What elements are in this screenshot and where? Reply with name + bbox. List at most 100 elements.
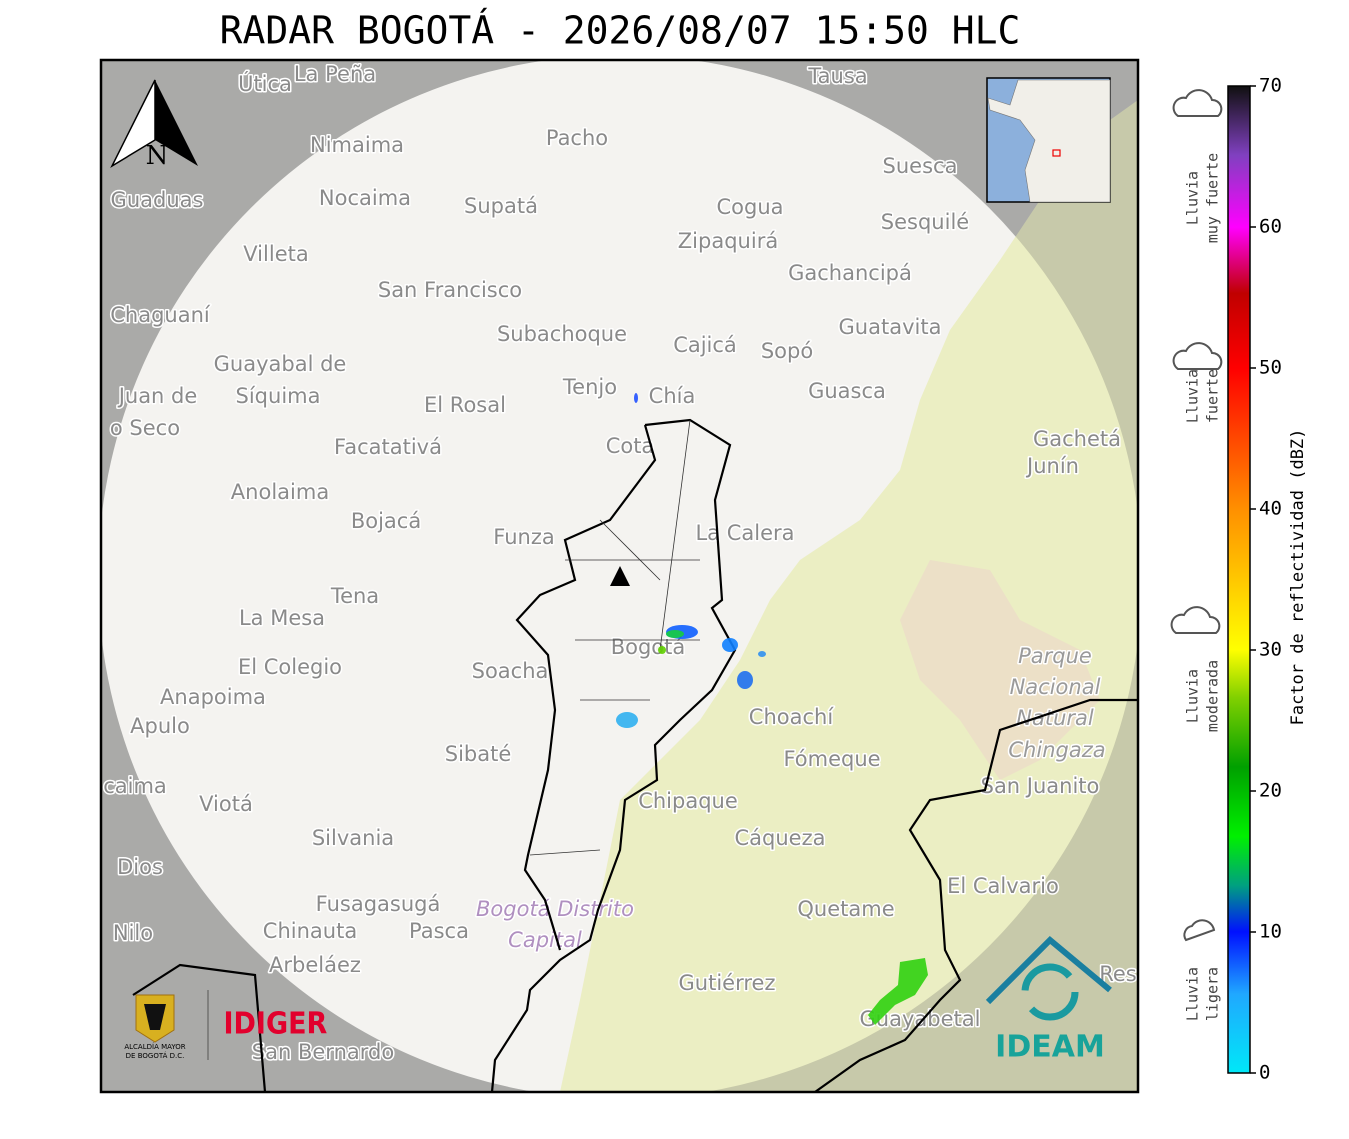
place-label: Tena (330, 584, 379, 608)
place-label: Chinauta (263, 919, 357, 943)
place-label: Sibaté (445, 742, 512, 766)
place-label: La Peña (294, 62, 376, 86)
place-label: Sopó (761, 339, 813, 363)
place-label: Dios (117, 855, 163, 879)
shield-eagle (144, 1004, 166, 1030)
place-label: Soacha (472, 659, 549, 683)
echo (722, 638, 738, 652)
place-label: Guatavita (839, 315, 942, 339)
place-label: Gachetá (1033, 427, 1121, 451)
colorbar-tick-label: 50 (1259, 357, 1282, 379)
place-label: Guasca (808, 379, 886, 403)
cloud-icon (1172, 89, 1223, 117)
place-label: Síquima (236, 384, 321, 408)
place-label: Cajicá (673, 333, 737, 357)
localities (529, 419, 700, 856)
rain-icons (1170, 89, 1223, 942)
rain-label: ligera (1204, 967, 1222, 1021)
place-label: Nocaima (319, 186, 411, 210)
place-label: Nilo (113, 921, 153, 945)
place-label: Villeta (243, 242, 308, 266)
place-label: San Juanito (981, 774, 1100, 798)
place-label: Bogotá Distrito (476, 897, 634, 921)
place-label: Parque (1018, 644, 1092, 668)
place-label: Cogua (716, 195, 783, 219)
echo (658, 646, 666, 654)
place-label: Pasca (409, 919, 469, 943)
place-label: Capital (508, 928, 582, 952)
department-boundary (132, 698, 1138, 1092)
echo (634, 393, 638, 403)
place-label: Supatá (464, 194, 538, 218)
place-label: Quetame (797, 897, 894, 921)
place-label: Fómeque (783, 747, 880, 771)
place-label: Guaduas (111, 188, 204, 212)
colorbar-tick-label: 20 (1259, 780, 1282, 802)
logos: ALCALDÍA MAYOR DE BOGOTÁ D.C. IDIGER IDE… (124, 935, 1112, 1065)
place-label: Facatativá (334, 435, 442, 459)
place-label: Nimaima (310, 133, 404, 157)
place-label: Pacho (546, 126, 608, 150)
alcaldia-text: ALCALDÍA MAYOR (124, 1042, 185, 1051)
colorbar-tick-label: 0 (1259, 1062, 1270, 1084)
alcaldia-text: DE BOGOTÁ D.C. (126, 1051, 185, 1060)
terrain-green (560, 100, 1138, 1092)
place-label: Apulo (130, 714, 190, 738)
echo (616, 712, 638, 728)
rain-label: fuerte (1204, 369, 1222, 423)
rain-label: Lluvia (1184, 967, 1202, 1021)
place-label: Zipaquirá (678, 229, 778, 253)
place-label: La Mesa (239, 606, 325, 630)
place-label: Silvania (312, 826, 394, 850)
place-label: Útica (238, 71, 292, 96)
map-frame (99, 58, 1140, 1094)
rain-label: Lluvia (1184, 369, 1202, 423)
place-label: Juan de (117, 384, 198, 408)
colorbar-tick-label: 40 (1259, 498, 1282, 520)
place-label: Chía (649, 384, 696, 408)
inset-map (986, 77, 1111, 203)
ideam-logo: IDEAM (995, 1030, 1105, 1065)
place-label: El Rosal (424, 393, 506, 417)
radar-echoes (616, 393, 928, 1025)
place-label: Gachancipá (788, 261, 912, 285)
place-label: Arbeláez (269, 953, 361, 977)
place-label: o Seco (110, 416, 180, 440)
cloud-icon (1183, 919, 1216, 942)
colorbar-tick-label: 10 (1259, 921, 1282, 943)
place-label: Natural (1016, 706, 1094, 730)
bogota-boundary (490, 418, 737, 1092)
echo (737, 671, 753, 689)
radar-site (610, 566, 630, 586)
north-arrow-right (155, 80, 198, 166)
north-arrow: N (110, 79, 198, 171)
place-label: Sesquilé (881, 210, 969, 234)
colorbar-tick-label: 60 (1259, 216, 1282, 238)
echo (758, 651, 766, 657)
place-label: Nacional (1010, 675, 1101, 699)
place-label: Bogotá (611, 635, 686, 659)
park-area (900, 560, 1100, 780)
place-label: Anolaima (231, 480, 329, 504)
place-label: Choachí (749, 705, 835, 729)
colorbar-tick-label: 30 (1259, 639, 1282, 661)
cloud-icon (1170, 606, 1221, 634)
place-label: Chingaza (1008, 738, 1105, 762)
place-label: Funza (493, 525, 554, 549)
rain-label: Lluvia (1184, 669, 1202, 723)
place-label: San Bernardo (252, 1040, 394, 1064)
place-label: El Calvario (947, 874, 1059, 898)
place-label: Fusagasugá (316, 892, 441, 916)
place-label: Chaguaní (110, 303, 211, 327)
place-label: Chipaque (638, 789, 738, 813)
map-area: Útica La Peña Tausa Pacho Nimaima Guaduas Noca… (101, 60, 1138, 1092)
place-label: San Francisco (378, 278, 522, 302)
ideam-roof (985, 935, 1112, 1005)
title: RADAR BOGOTÁ - 2026/08/07 15:50 HLC (220, 9, 1021, 53)
place-label: Guayabal de (214, 352, 347, 376)
place-label: Viotá (199, 792, 253, 816)
echo (666, 630, 684, 638)
place-label: caima (103, 774, 167, 798)
place-label: Junín (1025, 454, 1079, 478)
